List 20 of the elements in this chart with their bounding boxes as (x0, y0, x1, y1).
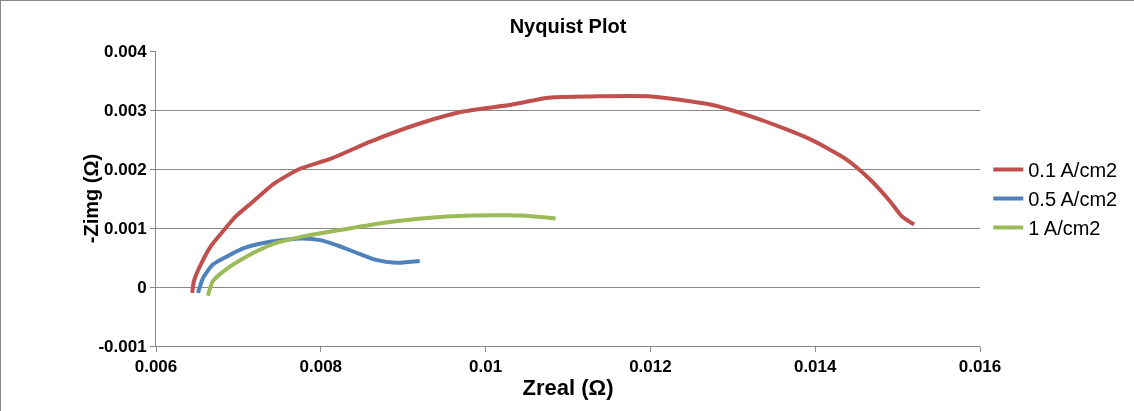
x-tick-label: 0.012 (629, 357, 672, 377)
chart-title: Nyquist Plot (509, 15, 627, 38)
y-axis-title: -Zimg (Ω) (80, 153, 103, 244)
x-tick-label: 0.016 (958, 357, 1002, 377)
x-tick-label: 0.01 (469, 357, 503, 377)
line-series (205, 213, 558, 298)
x-tick-label: 0.008 (299, 357, 343, 377)
legend-label: 0.5 A/cm2 (1028, 188, 1118, 211)
y-tick-label: 0.003 (104, 100, 147, 120)
y-tick-label: 0.002 (104, 159, 147, 179)
x-tick-label: 0.014 (793, 357, 838, 377)
y-tick-label: 0.001 (104, 218, 147, 238)
y-tick-label: 0.004 (104, 41, 148, 61)
x-tick-label: 0.006 (134, 357, 178, 377)
x-axis-title: Zreal (Ω) (522, 375, 614, 401)
line-series (190, 94, 917, 295)
legend-label: 1 A/cm2 (1028, 217, 1101, 240)
y-tick-label: 0 (137, 277, 147, 297)
legend-label: 0.1 A/cm2 (1028, 159, 1118, 182)
y-tick-label: -0.001 (98, 336, 147, 356)
